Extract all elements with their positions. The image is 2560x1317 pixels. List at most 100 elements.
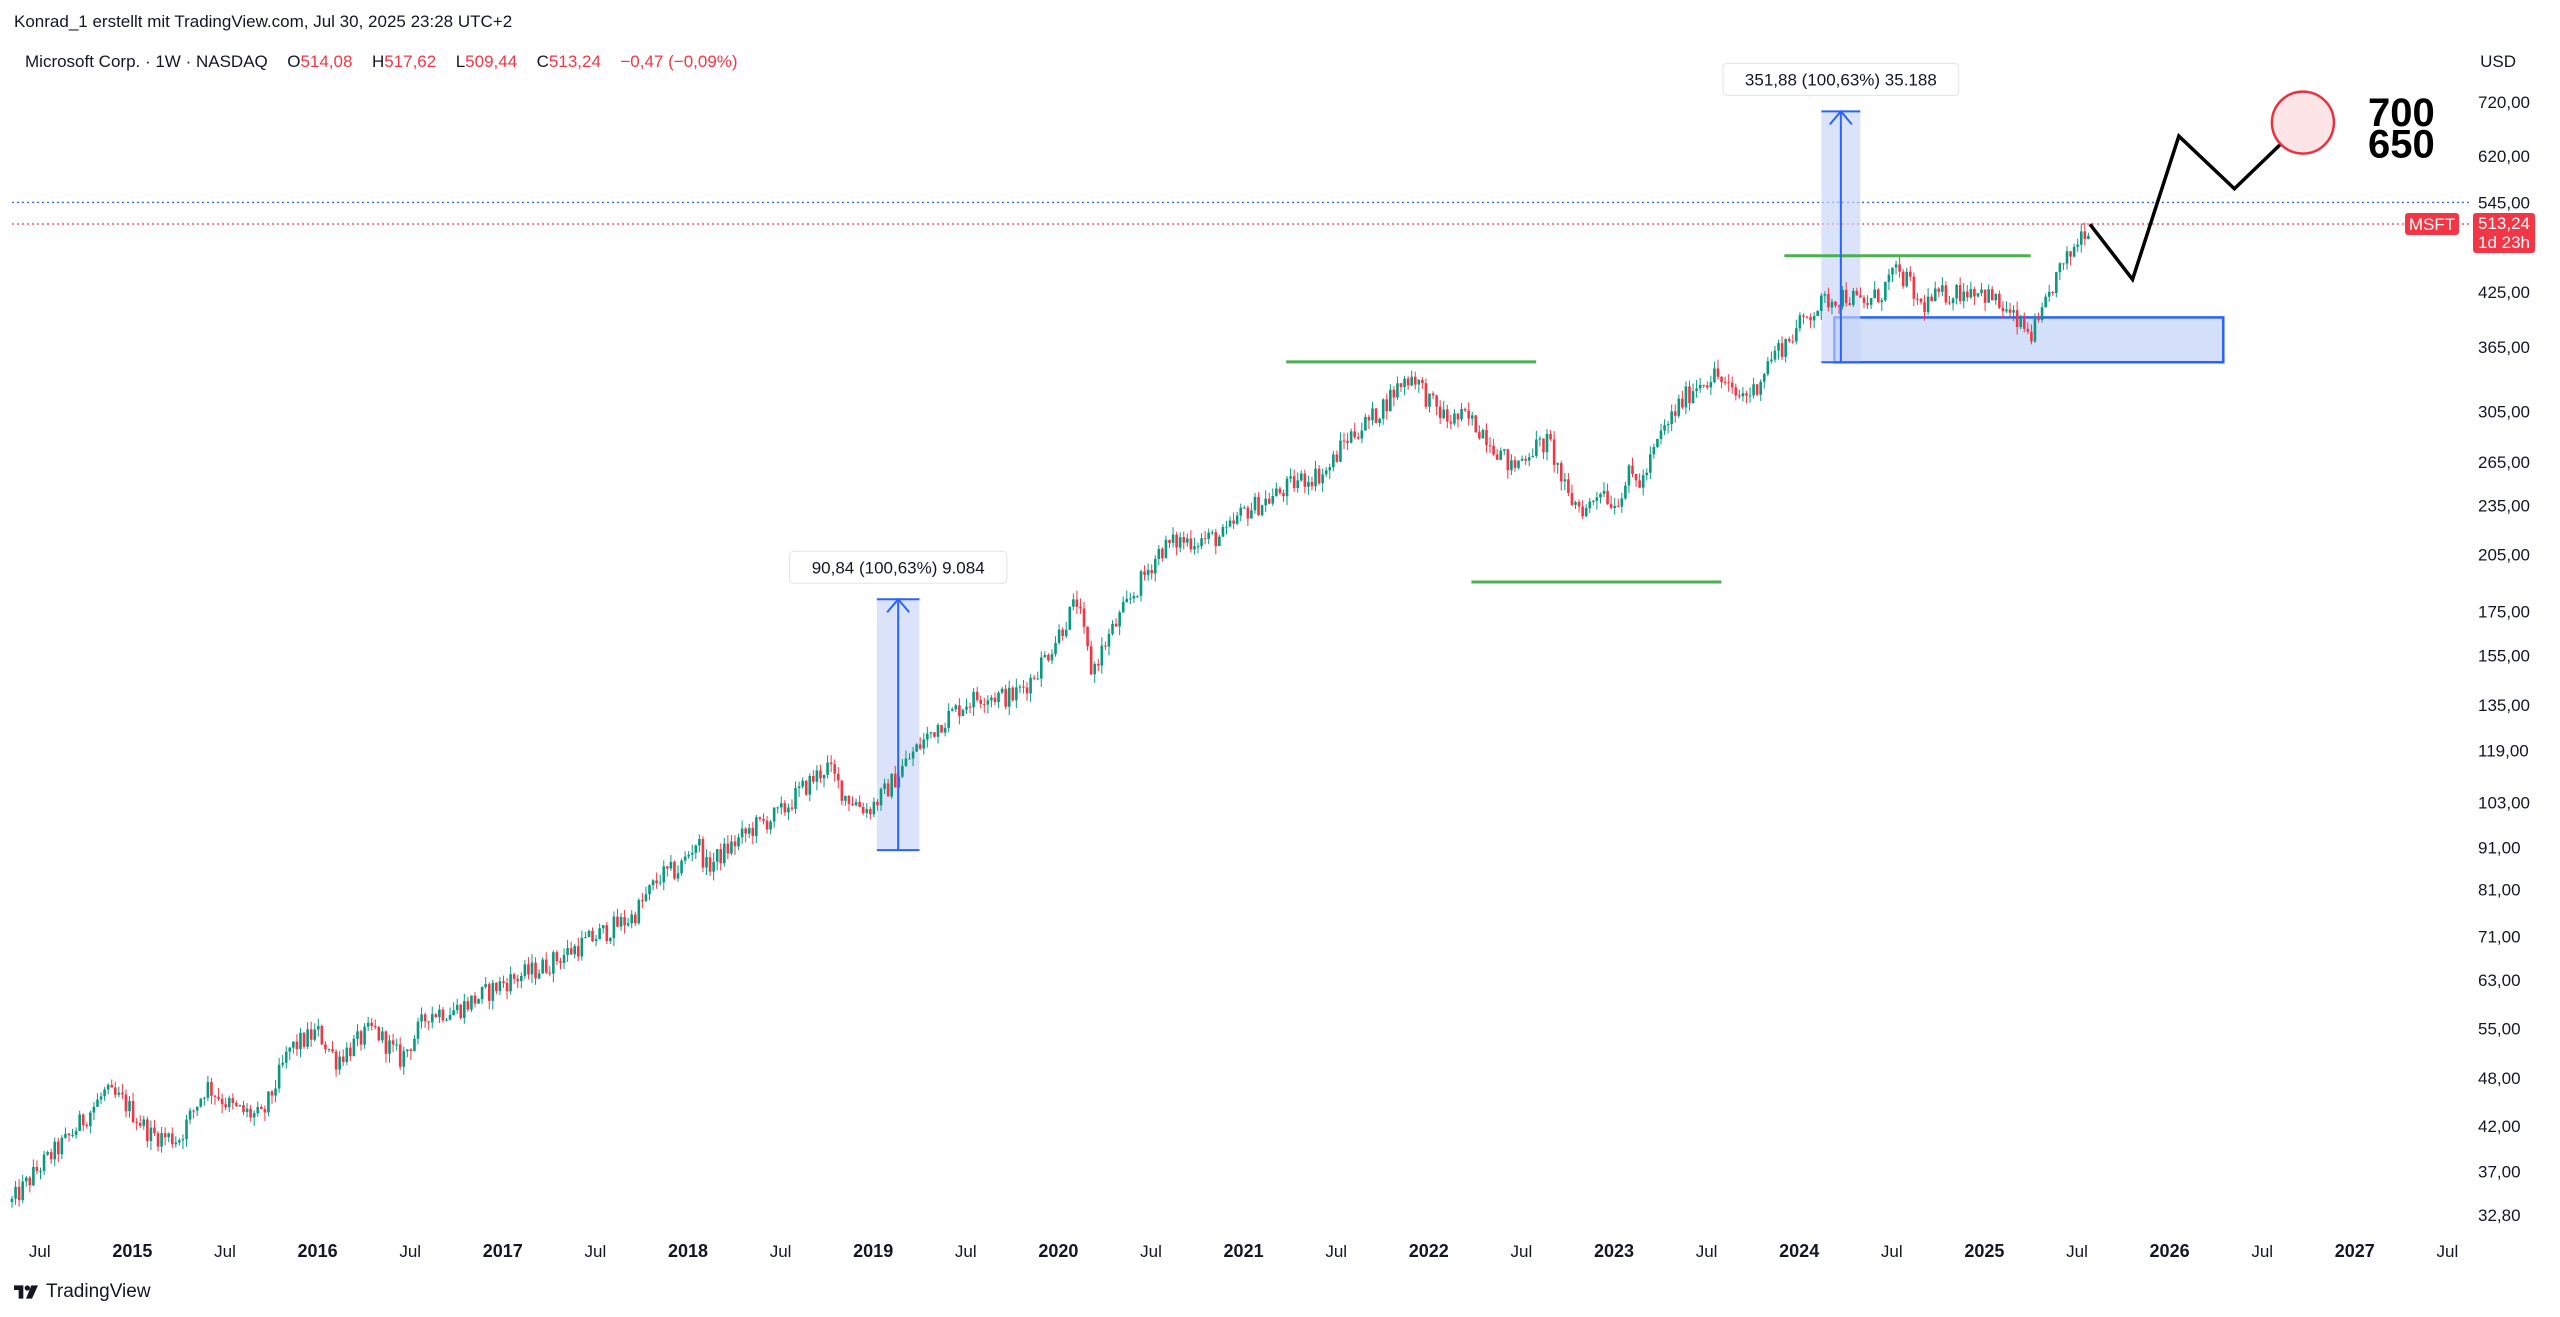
tradingview-brand[interactable]: TradingView: [14, 1281, 151, 1303]
candle-body: [1118, 612, 1121, 627]
candle-body: [616, 916, 619, 927]
y-tick-label: 37,00: [2478, 1163, 2521, 1182]
candle-body: [680, 860, 683, 874]
candle-body: [1025, 687, 1029, 694]
candle-body: [1816, 311, 1819, 317]
candle-body: [277, 1064, 281, 1089]
candle-body: [473, 995, 477, 1004]
candle-body: [1100, 645, 1104, 666]
candle-body: [683, 856, 687, 861]
candle-body: [1549, 433, 1552, 440]
candle-body: [231, 1098, 235, 1104]
candle-body: [349, 1047, 352, 1057]
candle-body: [1495, 454, 1499, 460]
candle-body: [1620, 498, 1624, 507]
candle-body: [2030, 331, 2033, 342]
candle-body: [1677, 398, 1681, 416]
candle-body: [402, 1051, 406, 1067]
candle-body: [366, 1022, 370, 1027]
candle-body: [591, 930, 594, 942]
candle-body: [210, 1082, 213, 1096]
candle-body: [1570, 493, 1574, 505]
candle-body: [840, 780, 844, 801]
brand-label: TradingView: [46, 1281, 151, 1302]
candle-body: [826, 762, 829, 775]
symbol-name[interactable]: Microsoft Corp. · 1W · NASDAQ: [25, 52, 268, 71]
candle-body: [1189, 538, 1193, 550]
candle-body: [1905, 271, 1909, 287]
candle-body: [434, 1014, 438, 1018]
candle-body: [908, 758, 911, 760]
candle-body: [445, 1019, 448, 1021]
candle-body: [1004, 688, 1007, 707]
candle-body: [776, 807, 780, 809]
candle-body: [1624, 485, 1627, 499]
candle-body: [1200, 538, 1203, 547]
candle-body: [135, 1122, 138, 1124]
candle-body: [1688, 386, 1691, 404]
candle-body: [1919, 298, 1923, 303]
candle-body: [854, 801, 858, 806]
high-label: H: [371, 52, 385, 71]
candle-body: [1812, 316, 1816, 321]
candle-body: [409, 1049, 413, 1052]
candle-body: [185, 1119, 188, 1140]
candle-body: [1349, 431, 1353, 443]
x-tick-label: 2022: [1409, 1241, 1449, 1261]
candle-body: [936, 724, 940, 737]
candle-body: [633, 914, 637, 924]
low-label: L: [455, 52, 466, 71]
candle-body: [1723, 382, 1727, 384]
candle-body: [723, 843, 726, 864]
candle-body: [1168, 539, 1171, 543]
candle-body: [163, 1133, 167, 1138]
candle-body: [1460, 409, 1463, 420]
candle-body: [869, 809, 872, 815]
candle-body: [1795, 328, 1798, 342]
candle-body: [1830, 301, 1834, 308]
candle-body: [1841, 290, 1844, 307]
candle-body: [954, 705, 958, 710]
candle-body: [1834, 301, 1837, 306]
candle-body: [1022, 686, 1025, 688]
candle-body: [1125, 598, 1129, 602]
candle-body: [1666, 424, 1670, 426]
candle-body: [2051, 291, 2055, 294]
candle-body: [1720, 376, 1723, 383]
candle-body: [14, 1186, 17, 1199]
candle-body: [10, 1198, 14, 1203]
candle-body: [537, 973, 541, 979]
candle-body: [915, 744, 918, 752]
candle-body: [260, 1106, 263, 1109]
candle-body: [1663, 425, 1666, 431]
y-tick-label: 425,00: [2478, 283, 2530, 302]
candle-body: [235, 1103, 238, 1106]
candle-body: [1638, 480, 1641, 488]
candle-body: [804, 780, 808, 795]
candle-body: [142, 1119, 146, 1126]
price-badge-value: 513,24: [2478, 214, 2530, 233]
x-tick-label: Jul: [29, 1242, 51, 1261]
symbol-badge-text: MSFT: [2409, 215, 2455, 234]
candle-body: [929, 732, 933, 734]
candle-body: [559, 961, 562, 963]
candle-body: [844, 795, 847, 801]
candle-body: [238, 1105, 242, 1107]
candle-body: [527, 964, 530, 975]
candle-body: [1043, 654, 1047, 658]
candle-body: [480, 987, 484, 1000]
candle-body: [751, 828, 755, 836]
candle-body: [1403, 378, 1406, 387]
candle-body: [762, 818, 765, 821]
candle-body: [1285, 478, 1289, 497]
candle-body: [1510, 460, 1513, 471]
y-tick-label: 32,80: [2478, 1206, 2521, 1225]
candle-body: [356, 1031, 359, 1039]
currency-button[interactable]: USD: [2480, 52, 2516, 71]
candle-body: [1150, 569, 1153, 574]
candle-body: [502, 981, 505, 983]
candle-body: [1428, 393, 1431, 407]
candle-body: [1513, 460, 1517, 468]
candle-body: [719, 849, 723, 864]
